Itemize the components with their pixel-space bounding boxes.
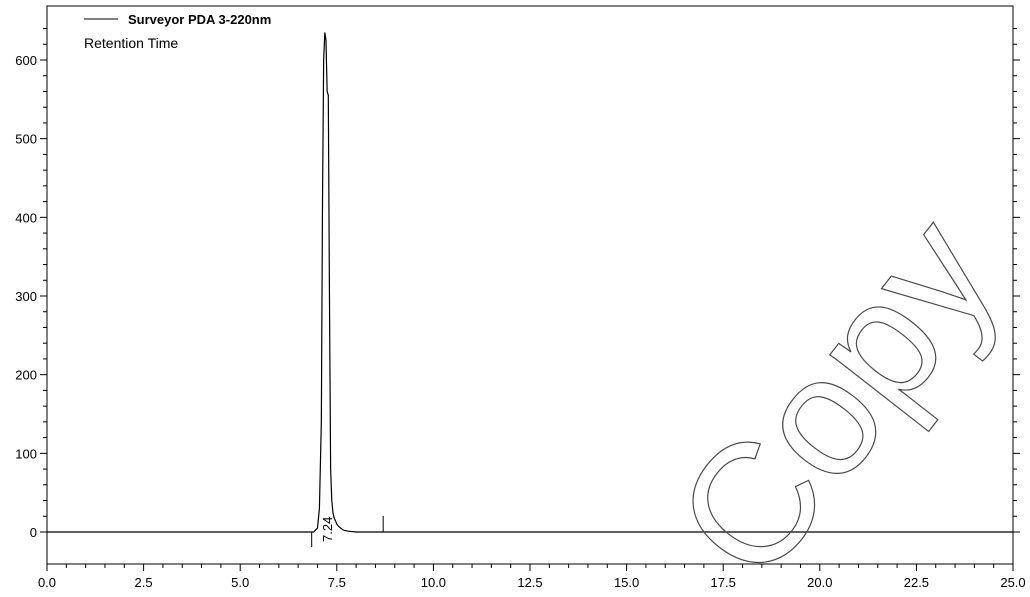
x-tick-label: 5.0	[231, 575, 249, 590]
x-tick-label: 17.5	[711, 575, 736, 590]
x-tick-label: 22.5	[904, 575, 929, 590]
x-tick-label: 25.0	[1000, 575, 1025, 590]
x-tick-label: 2.5	[135, 575, 153, 590]
y-tick-label: 400	[15, 210, 37, 225]
y-tick-label: 600	[15, 53, 37, 68]
series-line	[47, 32, 1013, 533]
y-tick-label: 0	[30, 525, 37, 540]
series-layer	[47, 32, 1013, 533]
y-tick-label: 100	[15, 446, 37, 461]
legend: Surveyor PDA 3-220nm Retention Time	[84, 12, 271, 51]
x-tick-label: 0.0	[38, 575, 56, 590]
chart-subtitle: Retention Time	[84, 35, 178, 51]
y-tick-label: 300	[15, 289, 37, 304]
x-tick-label: 7.5	[328, 575, 346, 590]
copy-watermark: Copy	[639, 183, 1030, 597]
peak-retention-label: 7.24	[320, 517, 335, 542]
marker-layer	[311, 516, 384, 547]
annotation-layer: 7.24	[320, 517, 335, 542]
x-tick-label: 15.0	[614, 575, 639, 590]
x-tick-label: 20.0	[807, 575, 832, 590]
y-tick-label: 200	[15, 368, 37, 383]
x-tick-label: 12.5	[517, 575, 542, 590]
x-tick-label: 10.0	[421, 575, 446, 590]
axes: 0.0 2.5 5.0 7.5 10.0 12.5 15.0 17.5 20.0 22.5 25.0…	[15, 28, 1026, 590]
y-tick-label: 500	[15, 132, 37, 147]
legend-entry: Surveyor PDA 3-220nm	[128, 12, 271, 27]
